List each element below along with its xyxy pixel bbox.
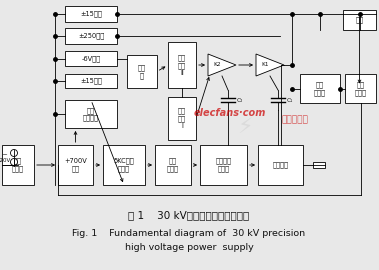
Text: 5KC正弦
振荡器: 5KC正弦 振荡器: [114, 158, 135, 172]
Text: ~: ~: [1, 152, 7, 158]
Text: elecfans·com: elecfans·com: [194, 108, 266, 118]
Bar: [65, 51, 117, 66]
Polygon shape: [256, 54, 284, 76]
Bar: [65, 28, 117, 44]
Text: 交流
平衡器: 交流 平衡器: [314, 81, 326, 96]
Text: 调整元件: 调整元件: [273, 162, 288, 168]
Text: 补偿
网络
II: 补偿 网络 II: [178, 54, 186, 76]
Bar: [65, 100, 117, 128]
Bar: [65, 74, 117, 88]
Text: 补偿
网络
I: 补偿 网络 I: [178, 108, 186, 129]
Bar: [58, 145, 93, 185]
Bar: [300, 74, 340, 103]
Bar: [345, 74, 376, 103]
Bar: [200, 145, 247, 185]
Text: 图 1    30 kV精密高压电源原理框图: 图 1 30 kV精密高压电源原理框图: [128, 210, 250, 220]
Text: -6V电源: -6V电源: [81, 55, 100, 62]
Text: 升压
变压器: 升压 变压器: [167, 158, 179, 172]
Bar: [127, 55, 157, 88]
Text: Fig. 1    Fundamental diagram of  30 kV precision: Fig. 1 Fundamental diagram of 30 kV prec…: [72, 228, 305, 238]
Text: 电子发烧友: 电子发烧友: [282, 116, 309, 124]
Text: K2: K2: [213, 62, 221, 68]
Text: C₁: C₁: [287, 97, 293, 103]
Bar: [168, 97, 196, 140]
Bar: [65, 6, 117, 22]
Bar: [168, 42, 196, 88]
Bar: [343, 10, 376, 30]
Text: 取样
分压器: 取样 分压器: [354, 81, 366, 96]
Text: +700V
电源: +700V 电源: [64, 158, 87, 172]
Text: 稳压
变压器: 稳压 变压器: [12, 158, 24, 172]
Polygon shape: [208, 54, 236, 76]
Text: ±15电源: ±15电源: [80, 78, 102, 84]
Text: 恒温
控制电路: 恒温 控制电路: [83, 107, 99, 121]
Bar: [313, 162, 325, 168]
Text: 220V: 220V: [0, 157, 11, 163]
Bar: [103, 145, 145, 185]
Text: 基准: 基准: [356, 17, 363, 23]
Bar: [2, 145, 34, 185]
Text: ±250电源: ±250电源: [78, 33, 104, 39]
Text: high voltage power  supply: high voltage power supply: [125, 244, 254, 252]
Text: ⚡: ⚡: [237, 118, 253, 138]
Text: K1: K1: [262, 62, 269, 68]
Bar: [258, 145, 303, 185]
Bar: [155, 145, 191, 185]
Text: ±15电源: ±15电源: [80, 11, 102, 17]
Text: 倍压整流
滤波器: 倍压整流 滤波器: [216, 158, 232, 172]
Text: C₂: C₂: [237, 97, 243, 103]
Text: 跟踪
器: 跟踪 器: [138, 64, 146, 79]
